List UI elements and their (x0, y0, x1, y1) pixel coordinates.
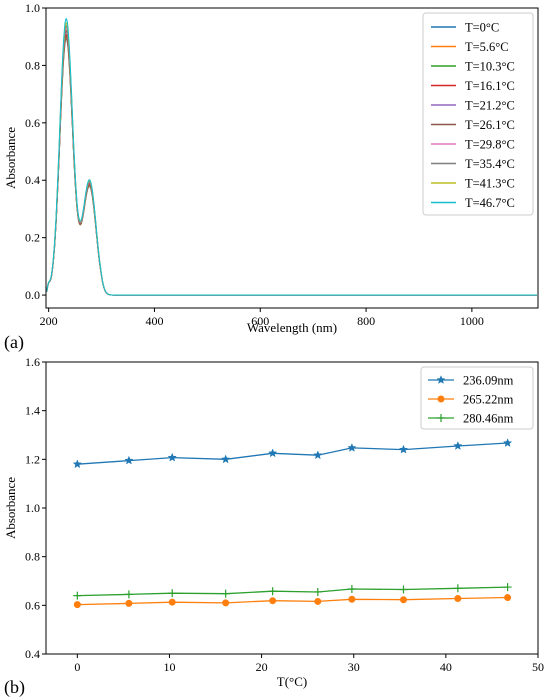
absorbance-spectrum-chart: 200 400 600 800 1000 0.0 0.2 0.4 0.6 0.8 1.0 Wave… (3, 1, 539, 353)
y-ticks-a: 0.0 0.2 0.4 0.6 0.8 1.0 (25, 1, 46, 302)
data-point (398, 444, 409, 454)
y-tick-label: 0.6 (25, 116, 40, 130)
absorbance-vs-temperature-chart: 0 10 20 30 40 50 0.40.60.81.01.21.41.6 T(°C) … (3, 355, 544, 698)
data-point (168, 589, 177, 598)
y-tick-label: 0.0 (25, 288, 40, 302)
y-ticks-b: 0.4 0.6 0.8 1.0 1.2 1.4 1.6 (25, 355, 46, 661)
data-point (221, 589, 230, 598)
data-point (502, 438, 513, 447)
spectrum-line-9 (45, 18, 537, 296)
legend-box-a (422, 12, 534, 216)
data-point (347, 443, 357, 452)
data-point (72, 459, 82, 469)
series-line-2 (77, 586, 508, 597)
legend-label: 265.22nm (463, 393, 514, 407)
x-tick-label: 800 (357, 314, 375, 328)
legend-label: T=46.7°C (465, 196, 515, 210)
data-point (399, 596, 407, 604)
legend-label: 236.09nm (463, 374, 514, 388)
y-tick-label: 1.4 (25, 404, 40, 418)
x-tick-label: 0 (74, 660, 80, 674)
data-point (453, 441, 463, 450)
data-point (269, 597, 277, 605)
data-point (453, 584, 462, 593)
y-tick-label: 1.2 (25, 452, 40, 466)
x-tick-label: 50 (532, 660, 544, 674)
legend-label: 280.46nm (463, 412, 514, 426)
x-tick-label: 40 (440, 660, 452, 674)
x-tick-label: 20 (256, 660, 268, 674)
legend-label: T=21.2°C (465, 99, 515, 113)
legend-label: T=10.3°C (465, 60, 515, 74)
legend-marker (436, 375, 446, 384)
legend-label: T=5.6°C (465, 40, 509, 54)
x-tick-label: 30 (348, 660, 360, 674)
legend-label: T=0°C (465, 21, 499, 35)
data-point (399, 585, 408, 594)
data-point (348, 595, 356, 603)
x-axis-label-a: Wavelength (nm) (247, 320, 337, 335)
x-tick-label: 10 (163, 660, 175, 674)
y-tick-label: 0.8 (25, 550, 40, 564)
y-axis-label-b: Absorbance (3, 477, 18, 539)
panel-label-a: (a) (4, 332, 24, 353)
data-point (314, 597, 322, 605)
spectrum-traces (45, 18, 537, 296)
x-axis-label-b: T(°C) (277, 674, 307, 689)
data-point (268, 587, 277, 596)
legend-marker (437, 414, 445, 422)
series-line-0 (77, 442, 508, 465)
legend-label: T=35.4°C (465, 157, 515, 171)
y-tick-label: 1.6 (25, 355, 40, 369)
data-point (313, 587, 322, 596)
legend-b: 236.09nm 265.22nm 280.46nm (420, 366, 534, 430)
axes-frame-a (45, 7, 539, 309)
legend-label: T=29.8°C (465, 138, 515, 152)
temperature-series (72, 438, 513, 609)
legend-label: T=16.1°C (465, 79, 515, 93)
y-tick-label: 0.4 (25, 647, 40, 661)
x-tick-label: 400 (145, 314, 163, 328)
x-ticks-b: 0 10 20 30 40 50 (74, 654, 544, 674)
data-point (168, 598, 176, 606)
x-tick-label: 1000 (460, 314, 484, 328)
y-tick-label: 0.6 (25, 598, 40, 612)
panel-label-b: (b) (4, 677, 25, 698)
data-point (503, 583, 512, 592)
data-point (73, 601, 81, 609)
y-tick-label: 0.2 (25, 231, 40, 245)
axes-frame-b (45, 361, 539, 655)
legend-box-b (420, 366, 534, 430)
data-point (73, 591, 82, 600)
data-point (268, 448, 278, 458)
data-point (454, 595, 462, 603)
series-line-1 (77, 596, 508, 606)
y-tick-label: 1.0 (25, 501, 40, 515)
data-point (222, 599, 230, 607)
data-point (504, 594, 512, 602)
data-point (167, 452, 177, 462)
data-point (124, 455, 134, 465)
x-tick-label: 600 (251, 314, 269, 328)
data-point (313, 450, 323, 460)
x-tick-label: 200 (40, 314, 58, 328)
y-tick-label: 1.0 (25, 1, 40, 15)
y-tick-label: 0.4 (25, 173, 40, 187)
legend-label: T=26.1°C (465, 118, 515, 132)
x-ticks-a: 200 400 600 800 1000 (40, 308, 484, 328)
y-axis-label-a: Absorbance (3, 127, 18, 189)
data-point (124, 590, 133, 599)
y-tick-label: 0.8 (25, 58, 40, 72)
legend-marker (437, 395, 445, 403)
legend-a: T=0°C T=5.6°C T=10.3°C T=16.1°C T=21.2°C T=26… (422, 12, 534, 216)
data-point (125, 599, 133, 607)
data-point (347, 585, 356, 594)
legend-label: T=41.3°C (465, 177, 515, 191)
data-point (221, 454, 231, 464)
